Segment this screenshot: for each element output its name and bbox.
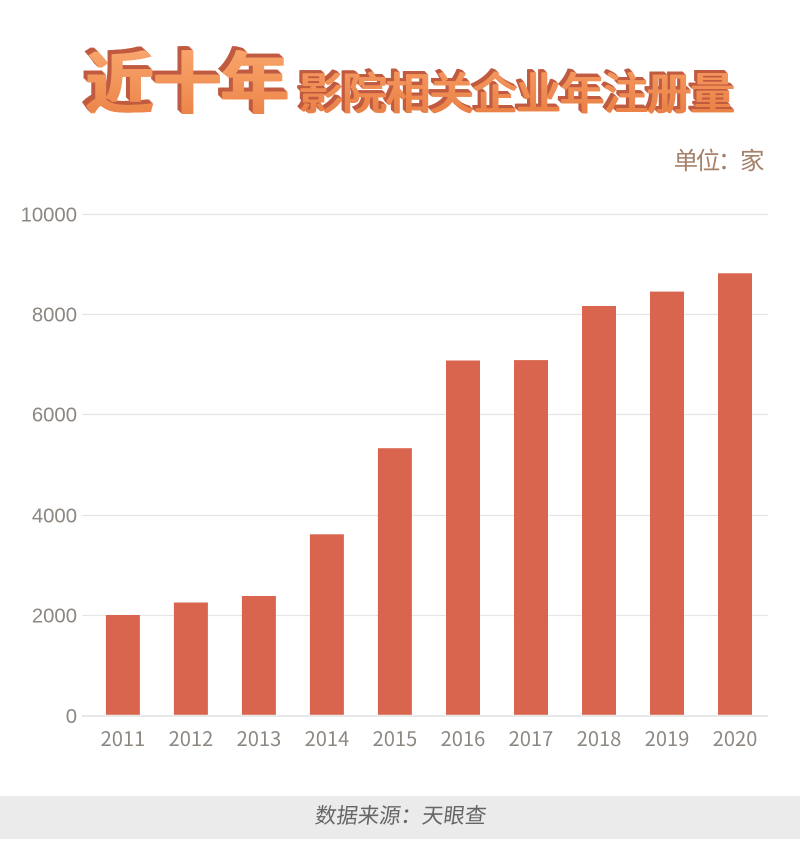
svg-text:2000: 2000 [32, 606, 77, 628]
svg-text:10000: 10000 [21, 205, 77, 227]
svg-text:6000: 6000 [32, 405, 77, 427]
svg-text:4000: 4000 [32, 506, 77, 528]
svg-text:0: 0 [66, 706, 77, 728]
svg-text:8000: 8000 [32, 305, 77, 327]
